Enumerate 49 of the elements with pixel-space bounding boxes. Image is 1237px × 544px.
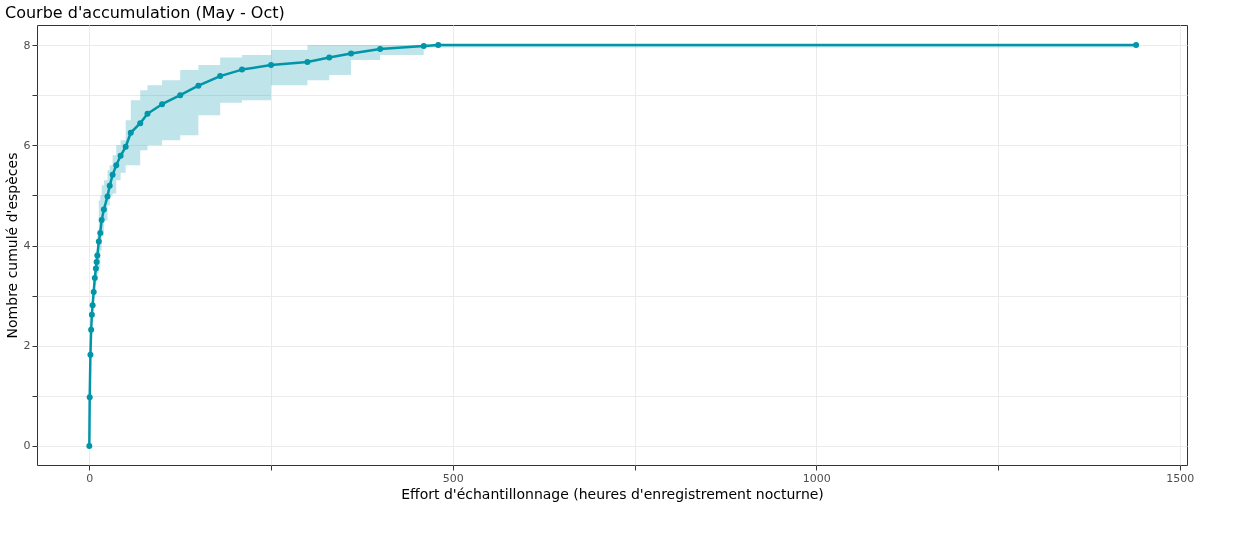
x-tick-label: 1500 [1166, 471, 1195, 485]
point [104, 193, 111, 200]
point [177, 92, 184, 99]
x-tick-label: 0 [86, 471, 94, 485]
point [87, 351, 94, 358]
point [90, 289, 97, 296]
x-tick-label: 1000 [802, 471, 831, 485]
point [238, 66, 245, 73]
point [217, 73, 224, 80]
point [86, 394, 93, 401]
x-tick-label: 500 [442, 471, 464, 485]
point [113, 162, 120, 169]
point [117, 152, 124, 159]
point [98, 216, 105, 223]
point [268, 62, 275, 69]
point [93, 259, 100, 266]
point [88, 326, 95, 333]
x-axis-title: Effort d'échantillonnage (heures d'enregistrement nocturne) [401, 485, 824, 502]
point [144, 110, 151, 117]
y-tick-label: 4 [23, 239, 31, 252]
point [326, 54, 333, 61]
y-axis-title: Nombre cumulé d'espèces [3, 152, 20, 339]
y-tick-label: 8 [23, 38, 31, 52]
point [97, 229, 104, 236]
point [435, 42, 442, 49]
point [348, 50, 355, 57]
point [95, 238, 102, 245]
point [127, 129, 134, 136]
point [159, 101, 166, 108]
y-tick-label: 2 [23, 339, 31, 353]
point [1133, 42, 1140, 49]
point [88, 311, 95, 318]
point [86, 442, 93, 449]
point [106, 182, 113, 189]
point [109, 171, 116, 178]
point [122, 143, 129, 150]
point [137, 120, 144, 127]
point [92, 265, 99, 272]
point [377, 46, 384, 53]
point [304, 59, 311, 66]
chart-title: Courbe d'accumulation (May - Oct) [5, 3, 285, 22]
point [100, 206, 107, 213]
point [89, 302, 96, 309]
point [94, 252, 101, 259]
point [91, 275, 98, 282]
y-tick-label: 0 [23, 439, 31, 453]
point [420, 43, 427, 50]
y-tick-label: 6 [23, 138, 31, 152]
point [195, 82, 202, 89]
